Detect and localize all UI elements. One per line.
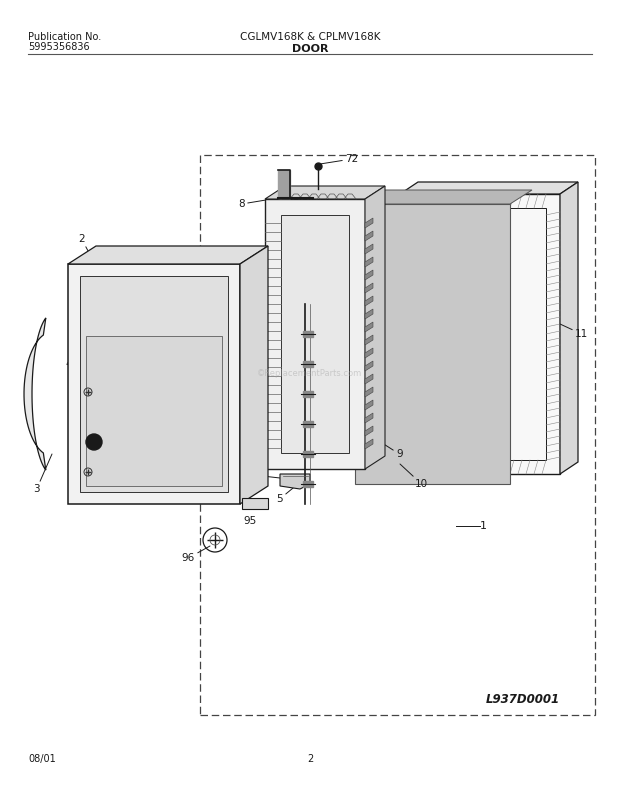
Polygon shape: [265, 186, 385, 199]
Text: 72: 72: [320, 154, 358, 164]
Polygon shape: [303, 331, 313, 337]
Polygon shape: [355, 204, 510, 484]
Polygon shape: [86, 336, 222, 486]
Text: CGLMV168K & CPLMV168K: CGLMV168K & CPLMV168K: [240, 32, 380, 42]
Text: 9: 9: [368, 434, 402, 459]
Polygon shape: [365, 400, 373, 410]
Text: 2: 2: [78, 234, 95, 264]
Polygon shape: [68, 264, 240, 504]
Polygon shape: [560, 182, 578, 474]
Polygon shape: [365, 348, 373, 358]
Text: 96: 96: [182, 546, 210, 563]
Text: L937D0001: L937D0001: [486, 693, 560, 706]
Polygon shape: [365, 413, 373, 423]
Bar: [200, 155, 595, 715]
Polygon shape: [265, 199, 365, 469]
Polygon shape: [24, 318, 46, 470]
Polygon shape: [303, 451, 313, 457]
Polygon shape: [400, 194, 560, 474]
Polygon shape: [365, 387, 373, 397]
Polygon shape: [303, 361, 313, 367]
Polygon shape: [365, 186, 385, 469]
Polygon shape: [303, 421, 313, 427]
Polygon shape: [303, 481, 313, 487]
Text: 4: 4: [65, 344, 80, 369]
Polygon shape: [365, 374, 373, 384]
Text: 7: 7: [241, 469, 280, 479]
Text: 8: 8: [238, 198, 278, 209]
Polygon shape: [80, 267, 242, 492]
Text: ©ReplacementParts.com: ©ReplacementParts.com: [257, 369, 363, 379]
Polygon shape: [365, 296, 373, 306]
Polygon shape: [365, 322, 373, 332]
Text: 5995356836: 5995356836: [28, 42, 90, 52]
Polygon shape: [80, 276, 228, 492]
Text: 08/01: 08/01: [28, 754, 56, 764]
Polygon shape: [280, 474, 310, 489]
Polygon shape: [68, 246, 268, 264]
Text: 10: 10: [400, 464, 428, 489]
Text: 11: 11: [560, 324, 588, 339]
Polygon shape: [365, 335, 373, 345]
Polygon shape: [365, 361, 373, 371]
Polygon shape: [365, 426, 373, 436]
Text: Publication No.: Publication No.: [28, 32, 101, 42]
Polygon shape: [242, 498, 268, 509]
Text: 6: 6: [308, 434, 325, 469]
Polygon shape: [365, 244, 373, 254]
Polygon shape: [400, 182, 578, 194]
Polygon shape: [365, 257, 373, 267]
Text: 2: 2: [307, 754, 313, 764]
Polygon shape: [278, 170, 290, 198]
Polygon shape: [365, 218, 373, 228]
Polygon shape: [365, 283, 373, 293]
Polygon shape: [355, 190, 532, 204]
Text: 95: 95: [244, 516, 257, 526]
Text: 5: 5: [277, 479, 304, 504]
Text: 1: 1: [480, 521, 487, 531]
Polygon shape: [365, 270, 373, 280]
Polygon shape: [365, 309, 373, 319]
Polygon shape: [365, 439, 373, 449]
Polygon shape: [365, 231, 373, 241]
Polygon shape: [303, 391, 313, 397]
Text: 3: 3: [33, 454, 52, 494]
Circle shape: [86, 434, 102, 450]
Polygon shape: [281, 215, 349, 453]
Text: DOOR: DOOR: [292, 44, 328, 54]
Polygon shape: [240, 246, 268, 504]
